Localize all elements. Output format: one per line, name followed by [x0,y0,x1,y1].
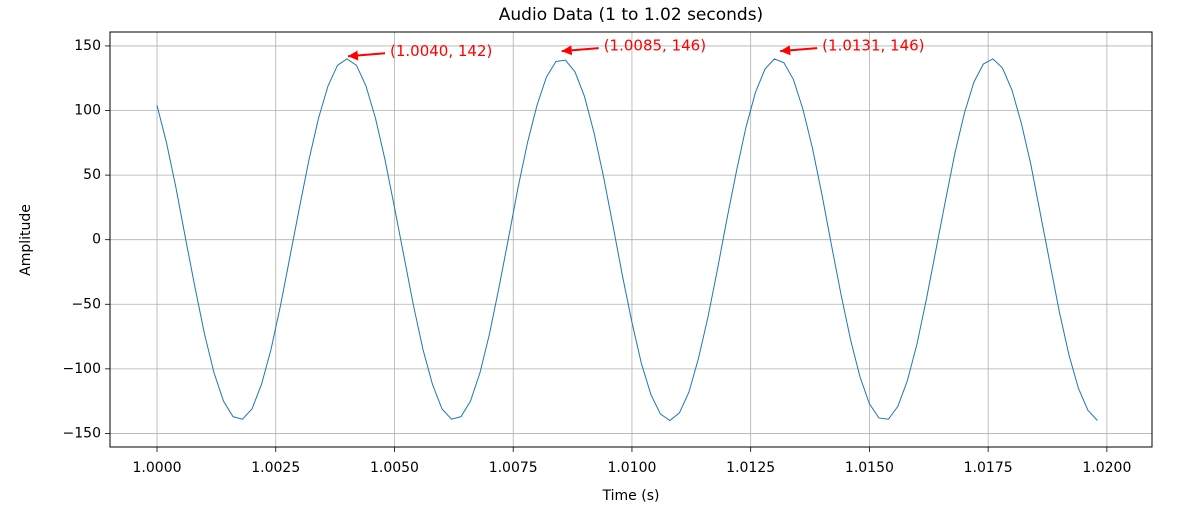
y-tick-label: −150 [63,425,101,441]
annotation-arrow [347,50,386,61]
x-tick-label: 1.0050 [370,460,419,476]
line-series [156,58,1098,422]
x-tick-label: 1.0200 [1082,460,1131,476]
y-tick-label: −50 [71,296,101,312]
y-tick-label: −100 [63,361,101,377]
x-tick-label: 1.0125 [726,460,775,476]
axes-frame [109,31,1153,448]
annotation-arrow [780,45,818,56]
x-tick-label: 1.0175 [964,460,1013,476]
x-tick-label: 1.0000 [133,460,182,476]
x-tick-label: 1.0150 [845,460,894,476]
x-tick-label: 1.0100 [607,460,656,476]
y-tick-label: 100 [74,103,101,119]
annotation-arrow [561,45,599,56]
y-tick-label: 0 [92,232,101,248]
annotation: (1.0085, 146) [604,37,706,55]
y-tick-label: 150 [74,38,101,54]
x-tick-label: 1.0025 [251,460,300,476]
x-axis-label: Time (s) [602,488,660,504]
annotation: (1.0131, 146) [822,37,924,55]
annotation: (1.0040, 142) [390,42,492,60]
x-tick-label: 1.0075 [489,460,538,476]
y-tick-label: 50 [83,167,101,183]
chart-title: Audio Data (1 to 1.02 seconds) [499,5,763,25]
y-axis-label: Amplitude [18,204,34,276]
